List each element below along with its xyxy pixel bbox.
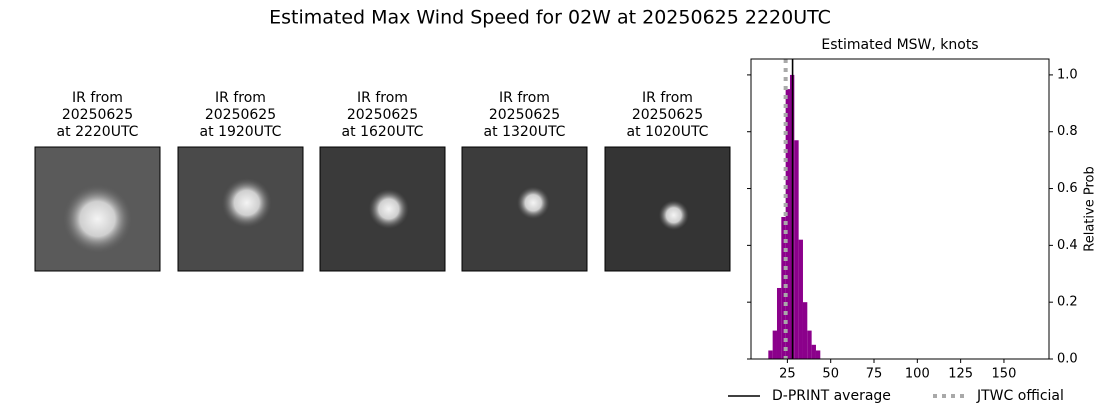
x-tick-label: 100	[905, 367, 930, 382]
plot-frame	[750, 58, 1050, 360]
hist-bar	[781, 216, 786, 359]
image-frame	[177, 146, 304, 272]
panel-title: 20250625	[205, 107, 276, 123]
y-tick-label: 0.8	[1057, 124, 1078, 139]
image-frame	[604, 146, 731, 272]
hist-bar	[772, 330, 777, 359]
legend-label: JTWC official	[976, 388, 1064, 404]
y-tick-label: 0.4	[1057, 238, 1078, 253]
hist-bar	[785, 89, 790, 359]
y-tick-label: 1.0	[1057, 67, 1078, 82]
x-tick-label: 50	[822, 367, 839, 382]
panel-title: at 1320UTC	[484, 124, 566, 140]
x-tick-label: 25	[779, 367, 796, 382]
image-frame	[461, 146, 588, 272]
panel-title: 20250625	[489, 107, 560, 123]
y-tick-label: 0.0	[1057, 352, 1078, 367]
panel-title: at 1920UTC	[200, 124, 282, 140]
hist-bar	[768, 350, 773, 359]
panel-title: IR from	[357, 90, 408, 106]
panel-title: 20250625	[632, 107, 703, 123]
y-tick-label: 0.6	[1057, 181, 1078, 196]
cloud-mass	[221, 178, 272, 228]
x-tick-label: 75	[866, 367, 883, 382]
hist-bar	[802, 302, 808, 359]
panel-title: 20250625	[62, 107, 133, 123]
cloud-mass	[368, 189, 409, 229]
image-frame	[34, 146, 161, 272]
panel-title: IR from	[642, 90, 693, 106]
chart-title: Estimated MSW, knots	[821, 37, 978, 53]
legend-label: D-PRINT average	[772, 388, 891, 404]
x-tick-label: 125	[948, 367, 973, 382]
panel-title: 20250625	[347, 107, 418, 123]
y-axis-label: Relative Prob	[1083, 166, 1098, 251]
histogram-chart: Estimated MSW, knots D-PRINT average JTWC …	[728, 37, 1098, 404]
y-tick-label: 0.2	[1057, 295, 1078, 310]
cloud-mass	[658, 200, 689, 231]
x-tick-label: 150	[992, 367, 1017, 382]
hist-bar	[815, 350, 821, 359]
image-frame	[319, 146, 446, 272]
hist-bar	[811, 344, 816, 359]
panel-title: IR from	[215, 90, 266, 106]
hist-bar	[794, 140, 799, 359]
panel-title: IR from	[72, 90, 123, 106]
cloud-mass	[62, 184, 133, 254]
figure-title: Estimated Max Wind Speed for 02W at 2025…	[269, 7, 831, 29]
panel-title: at 1620UTC	[342, 124, 424, 140]
hist-bar	[776, 287, 782, 359]
panel-title: IR from	[499, 90, 550, 106]
panel-title: at 1020UTC	[627, 124, 709, 140]
panel-title: at 2220UTC	[57, 124, 139, 140]
hist-bar	[807, 330, 812, 359]
hist-bar	[798, 239, 803, 359]
cloud-mass	[517, 186, 550, 219]
